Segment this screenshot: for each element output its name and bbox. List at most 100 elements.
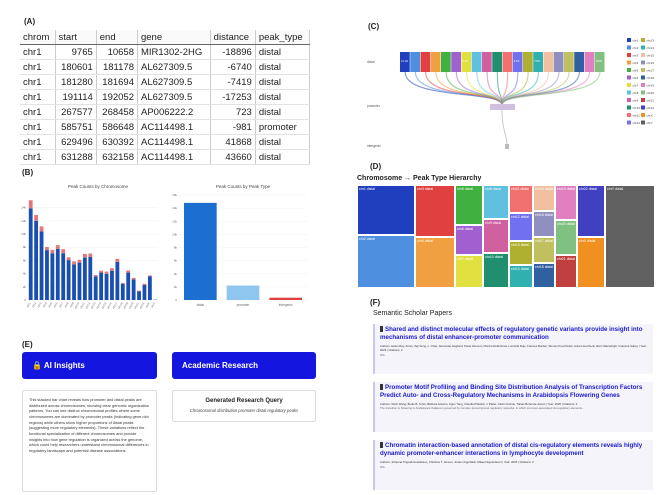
- legend-swatch: [627, 53, 631, 57]
- document-icon: [380, 384, 383, 390]
- bar: [120, 283, 125, 300]
- column-header: gene: [137, 30, 211, 45]
- sankey-segment: [523, 52, 533, 72]
- sankey-promoter-node: [490, 104, 515, 110]
- paper-card[interactable]: Chromatin interaction-based annotation o…: [373, 440, 653, 490]
- y-tick-label: 10k: [21, 232, 26, 236]
- treemap-cell[interactable]: chr8 distal: [483, 185, 509, 219]
- table-cell: 629496: [55, 134, 97, 150]
- treemap-cell[interactable]: chr4 distal: [415, 237, 455, 288]
- table-row: chr1 180601 181178 AL627309.5 -6740 distal: [20, 59, 311, 75]
- legend-label: chr22: [647, 106, 655, 110]
- legend-swatch: [641, 60, 645, 65]
- treemap-cell[interactable]: chr18 distal: [533, 263, 555, 288]
- table-row: chr1 629496 630392 AC114498.1 41868 distal: [20, 134, 311, 150]
- treemap-cell[interactable]: chr5 distal: [455, 185, 483, 225]
- legend-swatch: [641, 90, 645, 95]
- treemap-cell[interactable]: chr1 distal: [357, 185, 415, 235]
- table-cell: distal: [255, 134, 311, 150]
- table-cell: 585751: [55, 119, 97, 135]
- bar: [142, 283, 147, 286]
- table-cell: chr1: [20, 149, 56, 165]
- sankey-segment: [584, 52, 595, 72]
- treemap-cell[interactable]: chr7 distal: [455, 255, 483, 288]
- academic-research-button[interactable]: Academic Research: [172, 352, 316, 379]
- bar: [115, 258, 120, 262]
- treemap-cell[interactable]: chr15 distal: [533, 185, 555, 211]
- legend-swatch: [627, 38, 631, 42]
- bar: [104, 273, 109, 300]
- bar: [110, 270, 114, 300]
- panel-label-b: (B): [22, 168, 34, 177]
- paper-card[interactable]: Promoter Motif Profiling and Binding Sit…: [373, 382, 653, 432]
- legend-swatch: [627, 105, 631, 110]
- table-cell: chr1: [20, 104, 56, 120]
- table-cell: chr1: [20, 44, 56, 60]
- ai-insights-button[interactable]: 🔒 AI Insights: [22, 352, 157, 379]
- table-cell: distal: [255, 44, 311, 60]
- paper-title-link[interactable]: Promoter Motif Profiling and Binding Sit…: [380, 384, 643, 400]
- treemap-cell[interactable]: chr17 distal: [533, 237, 555, 263]
- treemap-cell[interactable]: chrX distal: [577, 237, 605, 288]
- y-tick-label: 2k: [23, 285, 27, 289]
- legend-swatch: [627, 90, 631, 95]
- treemap-cell[interactable]: chr14 distal: [509, 265, 533, 288]
- x-tick-label: chr4: [42, 301, 48, 308]
- sankey-segment: [482, 52, 492, 72]
- y-tick-label: 14k: [172, 206, 177, 210]
- treemap-cell[interactable]: chr22 distal: [577, 185, 605, 237]
- bar: [28, 208, 33, 300]
- table-cell: chr1: [20, 119, 56, 135]
- bar: [72, 261, 76, 265]
- x-tick-label: distal: [197, 303, 205, 307]
- bar-charts-panel: Peak Counts by Chromosome 0 2k 4k 6k 8k 10k 12k…: [14, 180, 314, 330]
- treemap-cell[interactable]: chr2 distal: [357, 235, 415, 288]
- query-title: Generated Research Query: [205, 398, 283, 404]
- table-cell: distal: [255, 149, 311, 165]
- sankey-segment: [553, 52, 564, 72]
- treemap-cell[interactable]: chr16 distal: [533, 211, 555, 237]
- legend-label: chr1: [633, 39, 639, 43]
- legend-label: chr9: [633, 99, 639, 103]
- legend-swatch: [627, 45, 631, 50]
- treemap-cell[interactable]: chr11 distal: [509, 185, 533, 213]
- paper-card[interactable]: Shared and distinct molecular effects of…: [373, 324, 653, 374]
- treemap-cell[interactable]: chr13 distal: [509, 241, 533, 265]
- treemap-cell[interactable]: chrY distal: [605, 185, 655, 288]
- bar: [82, 253, 87, 258]
- table-cell: AL627309.5: [137, 59, 211, 75]
- table-cell: 181280: [55, 74, 97, 90]
- legend-swatch: [627, 68, 631, 72]
- bar: [147, 276, 152, 300]
- treemap-cell[interactable]: chr10 distal: [483, 253, 509, 288]
- treemap-cell[interactable]: chr6 distal: [455, 225, 483, 255]
- x-tick-label: chrY: [150, 301, 156, 308]
- bar: [45, 250, 49, 300]
- legend-swatch: [641, 113, 645, 117]
- legend-label: chr8: [633, 91, 639, 95]
- bar: [88, 253, 93, 257]
- table-cell: distal: [255, 89, 311, 105]
- x-tick-label: chr15: [100, 301, 107, 309]
- treemap-cell[interactable]: chr12 distal: [509, 213, 533, 241]
- bar: [50, 253, 55, 300]
- bar: [55, 245, 60, 249]
- treemap-cell[interactable]: chr21 distal: [555, 255, 577, 288]
- treemap-cell[interactable]: chr3 distal: [415, 185, 455, 237]
- paper-title-link[interactable]: Chromatin interaction-based annotation o…: [380, 442, 643, 458]
- bar: [50, 249, 55, 254]
- bar: [142, 285, 147, 300]
- x-tick-label: chr2: [31, 301, 37, 308]
- column-header: chrom: [20, 30, 56, 45]
- table-cell: 191114: [55, 89, 97, 105]
- sankey-segment: [512, 52, 523, 72]
- table-cell: 181178: [96, 59, 138, 75]
- treemap-cell[interactable]: chr20 distal: [555, 220, 577, 255]
- treemap-cell[interactable]: chr9 distal: [483, 219, 509, 253]
- chart-title: Peak Counts by Peak Type: [216, 184, 271, 189]
- sankey-segment: [410, 52, 420, 72]
- x-tick-label: chr19: [122, 301, 129, 309]
- legend-swatch: [641, 98, 645, 102]
- paper-title-link[interactable]: Shared and distinct molecular effects of…: [380, 326, 643, 342]
- treemap-cell[interactable]: chr19 distal: [555, 185, 577, 220]
